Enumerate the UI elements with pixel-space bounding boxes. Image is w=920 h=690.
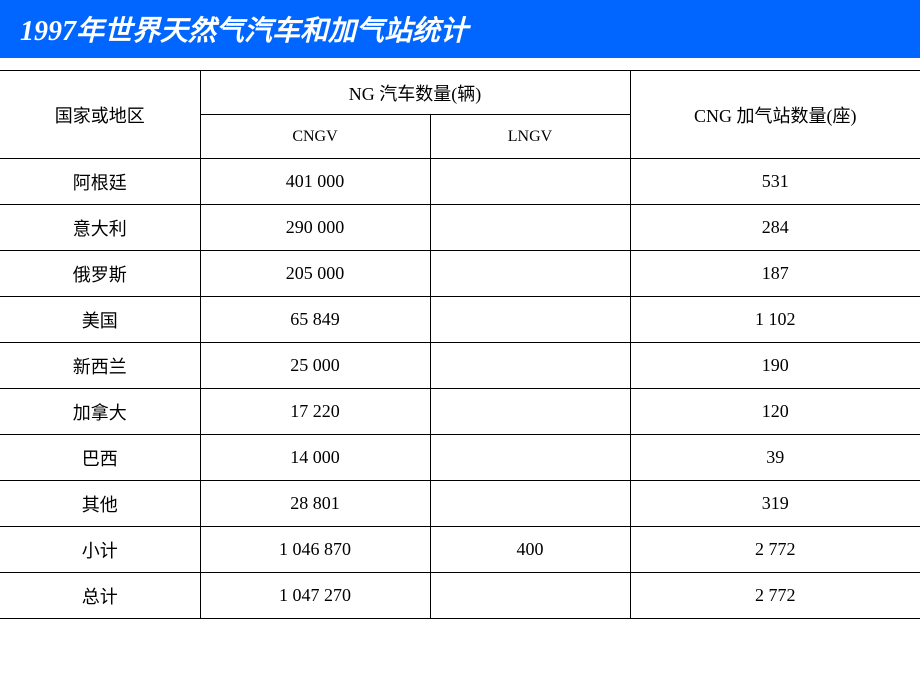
cell-lngv [430, 297, 630, 343]
table-row: 巴西 14 000 39 [0, 435, 920, 481]
cell-region: 总计 [0, 573, 200, 619]
cell-cngv: 65 849 [200, 297, 430, 343]
cell-region: 巴西 [0, 435, 200, 481]
cell-cngv: 25 000 [200, 343, 430, 389]
col-header-region: 国家或地区 [0, 71, 200, 159]
cell-region: 小计 [0, 527, 200, 573]
cell-stations: 39 [630, 435, 920, 481]
col-header-stations: CNG 加气站数量(座) [630, 71, 920, 159]
cell-stations: 284 [630, 205, 920, 251]
table-row: 美国 65 849 1 102 [0, 297, 920, 343]
cell-stations: 319 [630, 481, 920, 527]
cell-lngv: 400 [430, 527, 630, 573]
cell-lngv [430, 389, 630, 435]
cell-stations: 187 [630, 251, 920, 297]
cell-stations: 190 [630, 343, 920, 389]
table-row-total: 总计 1 047 270 2 772 [0, 573, 920, 619]
table-header: 国家或地区 NG 汽车数量(辆) CNG 加气站数量(座) CNGV LNGV [0, 71, 920, 159]
title-text: 年世界天然气汽车和加气站统计 [76, 16, 468, 47]
cell-region: 阿根廷 [0, 159, 200, 205]
cell-cngv: 290 000 [200, 205, 430, 251]
table-container: 国家或地区 NG 汽车数量(辆) CNG 加气站数量(座) CNGV LNGV … [0, 58, 920, 619]
table-row: 俄罗斯 205 000 187 [0, 251, 920, 297]
cell-region: 美国 [0, 297, 200, 343]
title-year: 1997 [20, 16, 76, 47]
header-row-1: 国家或地区 NG 汽车数量(辆) CNG 加气站数量(座) [0, 71, 920, 115]
cell-stations: 1 102 [630, 297, 920, 343]
statistics-table: 国家或地区 NG 汽车数量(辆) CNG 加气站数量(座) CNGV LNGV … [0, 70, 920, 619]
cell-stations: 2 772 [630, 573, 920, 619]
table-row: 阿根廷 401 000 531 [0, 159, 920, 205]
col-header-ng-vehicles: NG 汽车数量(辆) [200, 71, 630, 115]
cell-lngv [430, 159, 630, 205]
cell-region: 其他 [0, 481, 200, 527]
cell-lngv [430, 481, 630, 527]
cell-lngv [430, 251, 630, 297]
table-row: 加拿大 17 220 120 [0, 389, 920, 435]
cell-lngv [430, 573, 630, 619]
page-title: 1997年世界天然气汽车和加气站统计 [20, 9, 468, 49]
cell-cngv: 1 047 270 [200, 573, 430, 619]
cell-cngv: 401 000 [200, 159, 430, 205]
cell-region: 俄罗斯 [0, 251, 200, 297]
cell-cngv: 205 000 [200, 251, 430, 297]
cell-region: 加拿大 [0, 389, 200, 435]
table-row-subtotal: 小计 1 046 870 400 2 772 [0, 527, 920, 573]
title-bar: 1997年世界天然气汽车和加气站统计 [0, 0, 920, 58]
cell-region: 意大利 [0, 205, 200, 251]
cell-stations: 120 [630, 389, 920, 435]
cell-region: 新西兰 [0, 343, 200, 389]
cell-lngv [430, 343, 630, 389]
cell-stations: 531 [630, 159, 920, 205]
cell-cngv: 28 801 [200, 481, 430, 527]
col-header-cngv: CNGV [200, 115, 430, 159]
cell-stations: 2 772 [630, 527, 920, 573]
cell-cngv: 1 046 870 [200, 527, 430, 573]
col-header-lngv: LNGV [430, 115, 630, 159]
table-body: 阿根廷 401 000 531 意大利 290 000 284 俄罗斯 205 … [0, 159, 920, 619]
cell-lngv [430, 435, 630, 481]
cell-cngv: 17 220 [200, 389, 430, 435]
cell-lngv [430, 205, 630, 251]
table-row: 意大利 290 000 284 [0, 205, 920, 251]
table-row: 其他 28 801 319 [0, 481, 920, 527]
cell-cngv: 14 000 [200, 435, 430, 481]
table-row: 新西兰 25 000 190 [0, 343, 920, 389]
